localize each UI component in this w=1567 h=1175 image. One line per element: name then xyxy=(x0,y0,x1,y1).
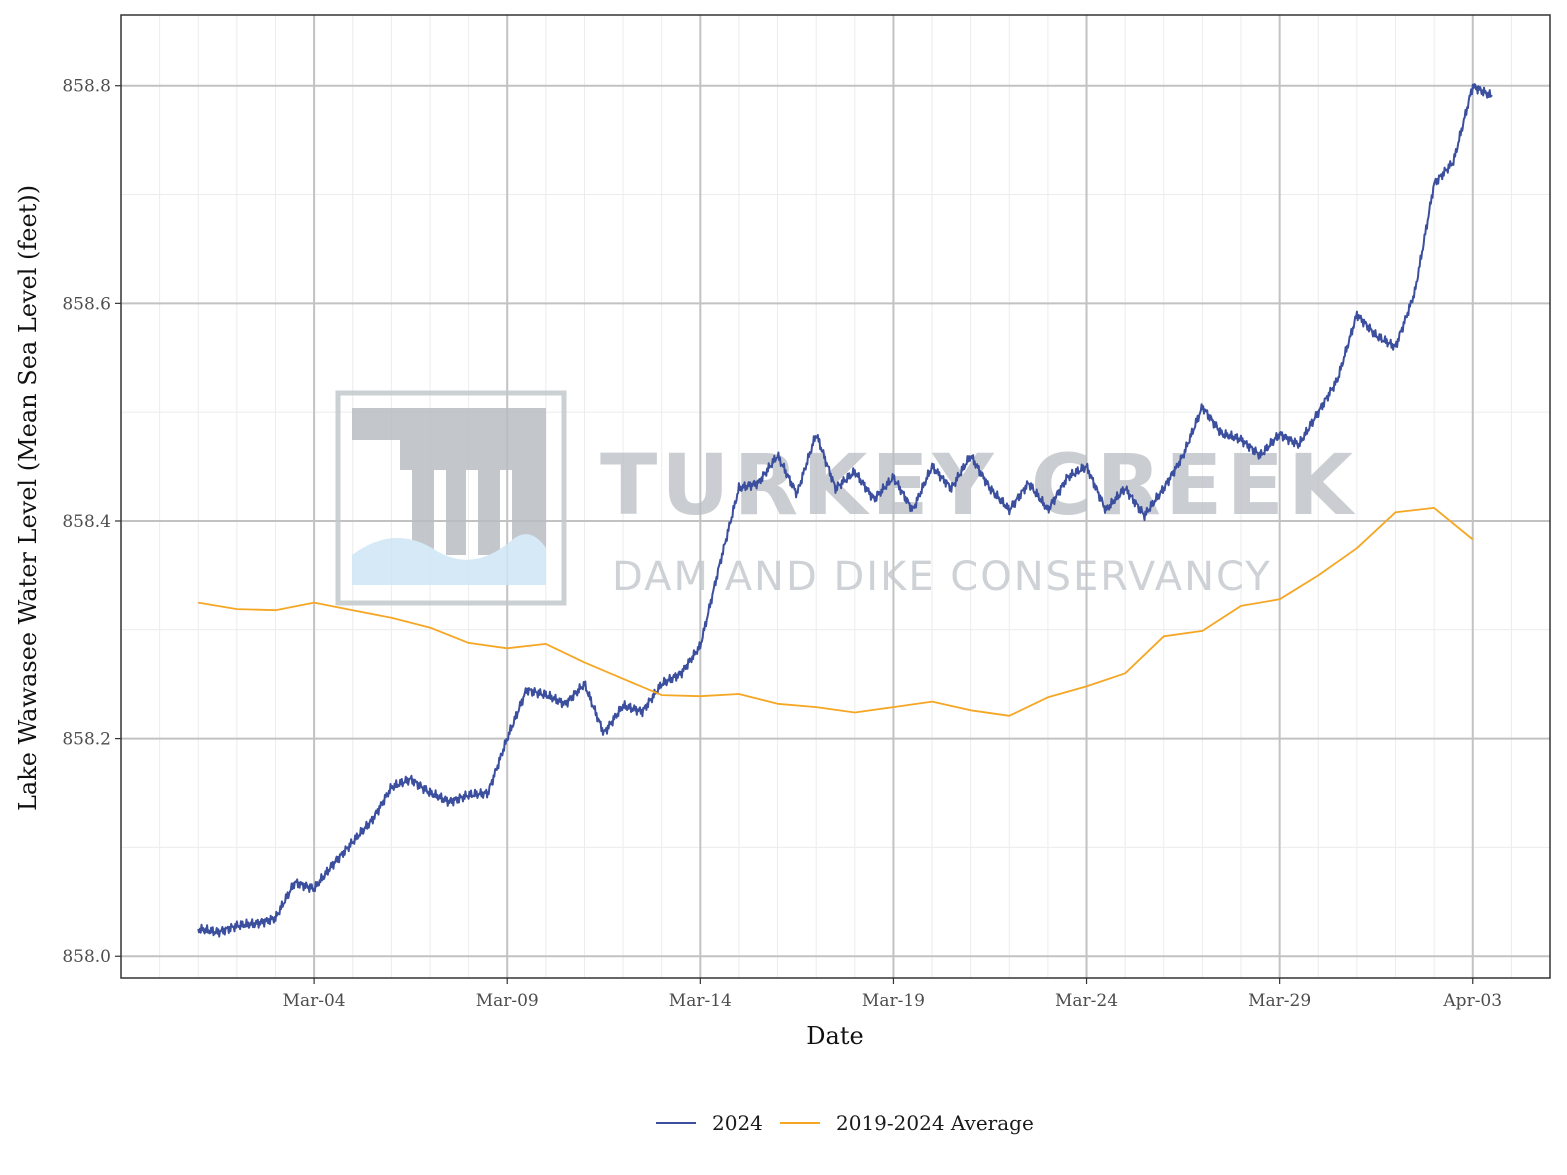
y-tick-label: 858.8 xyxy=(62,77,111,97)
y-axis: 858.0 858.2 858.4 858.6 858.8 xyxy=(62,77,121,967)
x-tick-label: Mar-14 xyxy=(669,991,732,1011)
watermark-subtitle: DAM AND DIKE CONSERVANCY xyxy=(612,554,1272,600)
y-tick-label: 858.6 xyxy=(62,294,111,314)
y-tick-label: 858.0 xyxy=(62,947,111,967)
x-tick-label: Mar-24 xyxy=(1055,991,1118,1011)
legend-label: 2024 xyxy=(712,1111,763,1135)
y-axis-title: Lake Wawasee Water Level (Mean Sea Level… xyxy=(14,185,42,811)
series-layer xyxy=(197,83,1493,938)
x-tick-label: Mar-19 xyxy=(862,991,925,1011)
series-line-average xyxy=(198,507,1474,717)
dam-logo-icon xyxy=(335,390,567,606)
x-tick-label: Apr-03 xyxy=(1442,991,1502,1011)
legend-label: 2019-2024 Average xyxy=(836,1111,1034,1135)
major-gridlines xyxy=(121,15,1550,978)
watermark-title: TURKEY CREEK xyxy=(600,436,1357,534)
x-axis-title: Date xyxy=(806,1022,863,1050)
series-line-2024 xyxy=(197,83,1493,938)
y-tick-label: 858.2 xyxy=(62,730,111,750)
y-tick-label: 858.4 xyxy=(62,512,111,532)
x-tick-label: Mar-04 xyxy=(283,991,346,1011)
x-tick-label: Mar-29 xyxy=(1248,991,1311,1011)
x-axis: Mar-04 Mar-09 Mar-14 Mar-19 Mar-24 Mar-29 Apr-… xyxy=(283,978,1502,1011)
legend: 2024 2019-2024 Average xyxy=(656,1111,1034,1135)
x-tick-label: Mar-09 xyxy=(476,991,539,1011)
plot-panel-border xyxy=(120,14,1551,979)
